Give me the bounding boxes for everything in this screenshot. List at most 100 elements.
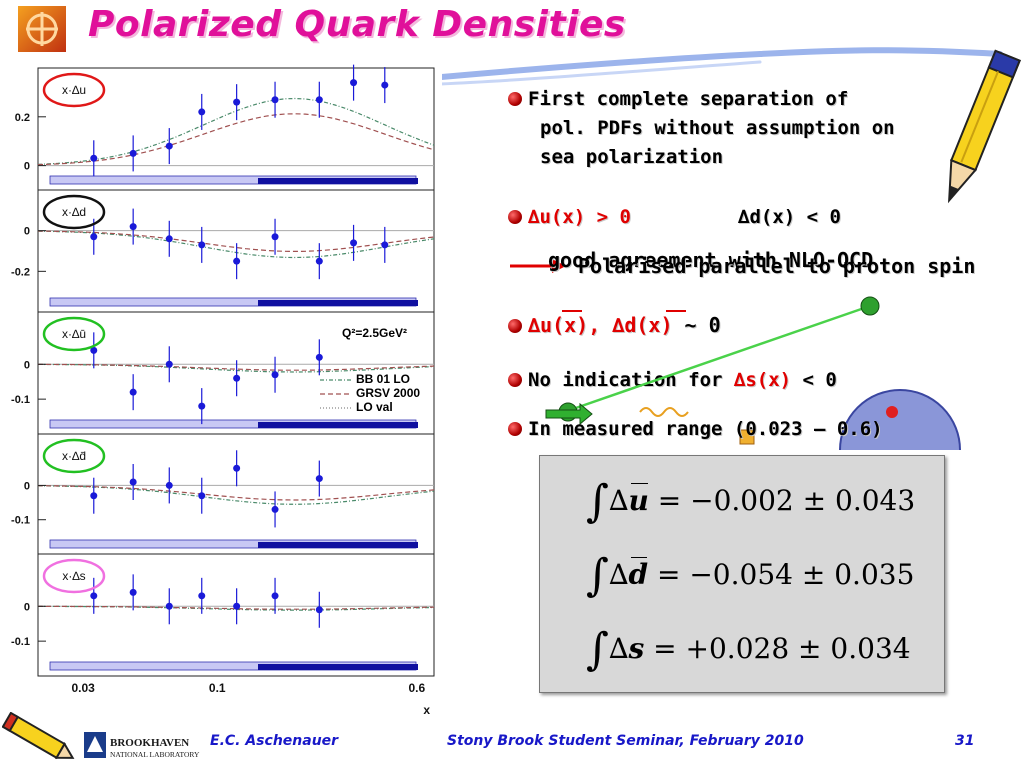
integral-value: = −0.054 ± 0.035 bbox=[656, 558, 915, 591]
proton-spin-illustration bbox=[545, 296, 961, 450]
bullet-1: First complete separation of bbox=[508, 88, 848, 110]
overbars bbox=[562, 310, 686, 312]
panel-label: x·∆ū bbox=[62, 327, 86, 341]
data-point bbox=[350, 239, 358, 247]
legend-line-samples bbox=[320, 379, 352, 409]
y-tick-label: -0.1 bbox=[11, 515, 30, 527]
x-tick-label: 0.6 bbox=[408, 681, 425, 695]
x-tick-label: 0.1 bbox=[209, 681, 226, 695]
delta-s: ∆s(x) bbox=[733, 369, 792, 391]
lab-name: NATIONAL LABORATORY bbox=[110, 750, 200, 759]
cartoon-pencil-icon bbox=[2, 712, 75, 760]
q2-annotation: Q²=2.5GeV² bbox=[342, 326, 408, 340]
data-point bbox=[90, 492, 98, 500]
data-point bbox=[233, 98, 241, 106]
data-point bbox=[315, 257, 323, 265]
data-point bbox=[233, 257, 241, 265]
y-tick-label: 0 bbox=[24, 601, 30, 613]
bullet-text: In measured range (0.023 – 0.6) bbox=[528, 418, 883, 440]
legend-entry: LO val bbox=[356, 400, 393, 414]
syst-band-dark bbox=[258, 664, 418, 670]
legend-entry: GRSV 2000 bbox=[356, 386, 421, 400]
data-point bbox=[381, 241, 389, 249]
syst-band-dark bbox=[258, 422, 418, 428]
curve-grsv bbox=[37, 230, 435, 253]
integral-symbol: u bbox=[628, 483, 649, 517]
curve-grsv bbox=[38, 363, 435, 371]
data-point bbox=[198, 241, 206, 249]
integral-s: ∫∆s = +0.028 ± 0.034 bbox=[586, 624, 911, 675]
y-tick-label: 0.2 bbox=[15, 112, 30, 124]
data-point bbox=[165, 235, 173, 243]
overlapping-text-b: Polarised parallel to proton spin bbox=[578, 254, 976, 278]
data-point bbox=[129, 223, 137, 231]
integral-value: = −0.002 ± 0.043 bbox=[657, 484, 916, 517]
bullet-text: First complete separation of bbox=[528, 88, 849, 110]
data-point bbox=[165, 360, 173, 368]
data-point bbox=[129, 149, 137, 157]
bullet-icon bbox=[508, 92, 522, 106]
panel-frame bbox=[37, 433, 435, 555]
panel-label: x·∆d bbox=[62, 205, 86, 219]
panel-frame bbox=[37, 189, 435, 313]
data-point bbox=[315, 96, 323, 104]
data-point bbox=[90, 233, 98, 241]
bullet-icon bbox=[508, 422, 522, 436]
plot-legend: BB 01 LO GRSV 2000 LO val bbox=[356, 372, 420, 414]
panel-label: x·∆d̄ bbox=[62, 449, 86, 463]
data-point bbox=[315, 475, 323, 483]
data-point bbox=[315, 606, 323, 614]
label-highlight-circle bbox=[42, 316, 106, 352]
brookhaven-name: BROOKHAVEN bbox=[110, 737, 189, 749]
y-tick-label: 0 bbox=[24, 226, 30, 238]
polarized-pdf-plots: 0.2 0 x·∆u 0 -0.2 x·∆d 0 -0.1 x·∆ū 0 -0.1 x·∆d̄ 0 -0.… bbox=[0, 60, 442, 720]
slide-number: 31 bbox=[955, 733, 975, 749]
x-tick-label: 0.03 bbox=[71, 681, 95, 695]
arrow-icon bbox=[510, 259, 566, 273]
bullet-2: ∆u(x) > 0 bbox=[508, 206, 631, 228]
y-tick-label: -0.1 bbox=[11, 394, 30, 406]
slide-title: Polarized Quark Densities bbox=[88, 4, 626, 45]
delta-d-negative: ∆d(x) < 0 bbox=[738, 206, 841, 228]
integral-symbol: s bbox=[628, 632, 645, 665]
footer-event: Stony Brook Student Seminar, February 20… bbox=[447, 733, 804, 749]
bullet-6: In measured range (0.023 – 0.6) bbox=[508, 418, 883, 440]
data-point bbox=[129, 388, 137, 396]
integrals-box: ∫∆u = −0.002 ± 0.043 ∫∆d = −0.054 ± 0.03… bbox=[539, 455, 945, 693]
syst-band-dark bbox=[258, 542, 418, 548]
curve-grsv bbox=[37, 113, 435, 166]
data-point bbox=[165, 602, 173, 610]
panel-frame bbox=[37, 553, 435, 677]
footer-author: E.C. Aschenauer bbox=[210, 733, 339, 749]
data-point bbox=[90, 592, 98, 600]
delta-u-positive: ∆u(x) > 0 bbox=[528, 206, 631, 228]
bullet-text: ~ 0 bbox=[672, 313, 721, 337]
panel-label: x·∆u bbox=[62, 83, 86, 97]
y-tick-label: -0.1 bbox=[11, 636, 30, 648]
curve-bb01 bbox=[37, 97, 435, 165]
curve-grsv bbox=[37, 605, 435, 610]
data-point bbox=[90, 154, 98, 162]
hermes-logo bbox=[18, 6, 66, 52]
label-highlight-circle bbox=[42, 194, 106, 230]
data-point bbox=[271, 371, 279, 379]
data-point bbox=[165, 142, 173, 150]
bullet-icon bbox=[508, 210, 522, 224]
data-point bbox=[233, 602, 241, 610]
legend-entry: BB 01 LO bbox=[356, 372, 411, 386]
data-point bbox=[233, 464, 241, 472]
data-point bbox=[198, 402, 206, 410]
panel-label: x·∆s bbox=[62, 569, 85, 583]
data-point bbox=[165, 481, 173, 489]
data-point bbox=[315, 353, 323, 361]
data-point bbox=[129, 588, 137, 596]
label-highlight-circle bbox=[42, 558, 106, 594]
data-point bbox=[129, 478, 137, 486]
curve-grsv bbox=[37, 485, 435, 501]
sea-quark-deltas: ∆u(x), ∆d(x) bbox=[528, 313, 673, 337]
integral-value: = +0.028 ± 0.034 bbox=[653, 632, 911, 665]
data-point bbox=[271, 592, 279, 600]
bullet-text: < 0 bbox=[791, 369, 837, 391]
label-highlight-circle bbox=[42, 72, 106, 108]
